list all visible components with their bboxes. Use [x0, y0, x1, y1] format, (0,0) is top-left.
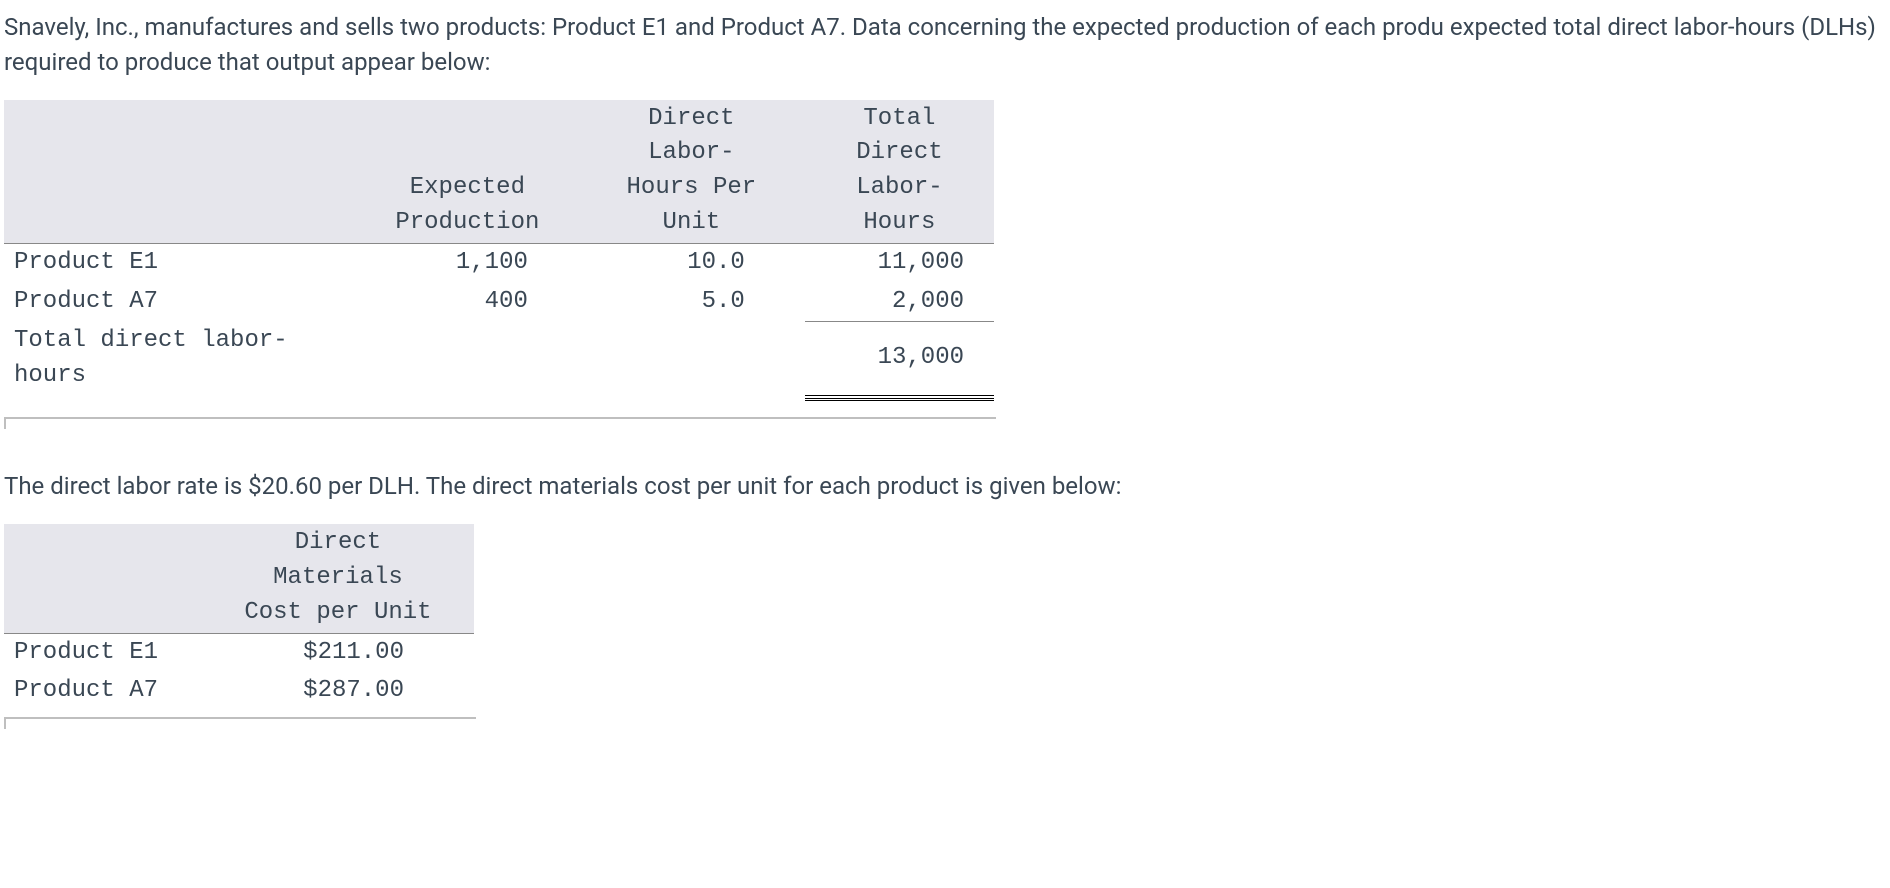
t1-total-blank2	[578, 322, 805, 396]
scrollbar-stub-icon	[4, 417, 996, 429]
t1-header-total-dlh: Total Direct Labor- Hours	[805, 100, 994, 244]
t1-row1-dlh: 5.0	[578, 283, 805, 322]
t2-row0-label: Product E1	[4, 633, 202, 672]
table-row: Product A7 400 5.0 2,000	[4, 283, 994, 322]
t1-row1-label: Product A7	[4, 283, 357, 322]
t1-row1-expected: 400	[357, 283, 578, 322]
t1-row0-expected: 1,100	[357, 243, 578, 282]
t2-row1-label: Product A7	[4, 672, 202, 711]
table-row: Product E1 1,100 10.0 11,000	[4, 243, 994, 282]
t1-header-blank	[4, 100, 357, 244]
intro-paragraph-2: The direct labor rate is $20.60 per DLH.…	[4, 469, 1886, 504]
intro-paragraph-1: Snavely, Inc., manufactures and sells tw…	[4, 10, 1886, 80]
t1-row0-label: Product E1	[4, 243, 357, 282]
materials-table: Direct Materials Cost per Unit Product E…	[4, 524, 474, 711]
t1-total-blank1	[357, 322, 578, 396]
scrollbar-stub-icon	[4, 717, 476, 729]
t2-header-blank	[4, 524, 202, 633]
t1-total-value: 13,000	[805, 322, 994, 396]
t2-row0-dm: $211.00	[202, 633, 474, 672]
production-table: Expected Production Direct Labor- Hours …	[4, 100, 994, 404]
t1-header-dlh-per-unit: Direct Labor- Hours Per Unit	[578, 100, 805, 244]
t1-header-expected: Expected Production	[357, 100, 578, 244]
t1-total-label: Total direct labor-hours	[4, 322, 357, 396]
t1-row0-total: 11,000	[805, 243, 994, 282]
t2-header-dm: Direct Materials Cost per Unit	[202, 524, 474, 633]
t1-row1-total: 2,000	[805, 283, 994, 322]
table-row: Product A7 $287.00	[4, 672, 474, 711]
table-row-total: Total direct labor-hours 13,000	[4, 322, 994, 396]
table-row: Product E1 $211.00	[4, 633, 474, 672]
t1-row0-dlh: 10.0	[578, 243, 805, 282]
t2-row1-dm: $287.00	[202, 672, 474, 711]
